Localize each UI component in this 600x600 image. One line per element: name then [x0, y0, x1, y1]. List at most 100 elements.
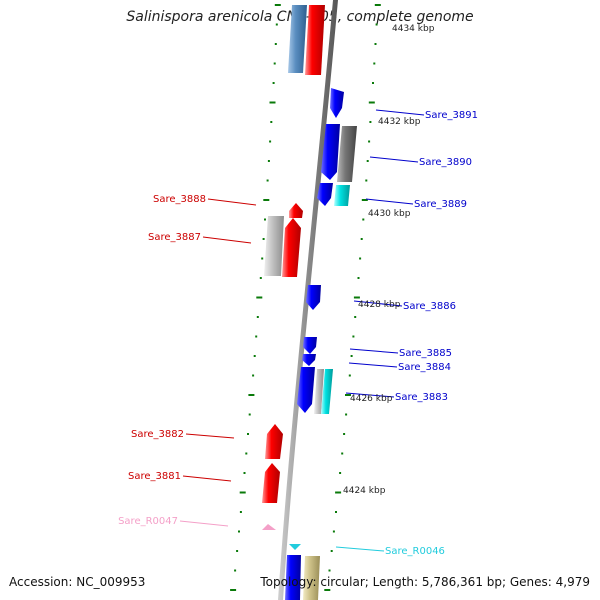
gene-grey-3890[interactable] — [337, 126, 357, 182]
callout-line — [179, 520, 229, 527]
minor-tick — [272, 82, 275, 84]
outer-tick-ring — [230, 4, 281, 591]
gene-sare-3889[interactable] — [317, 183, 333, 206]
minor-tick — [350, 355, 353, 357]
gene-sare-3882[interactable] — [265, 424, 283, 459]
minor-tick — [366, 160, 369, 162]
gene-sare-3891[interactable] — [330, 88, 344, 118]
major-tick — [324, 589, 331, 591]
gene-label[interactable]: Sare_3881 — [128, 471, 181, 482]
minor-tick — [332, 530, 335, 533]
callout-line — [182, 475, 232, 482]
callout-line — [365, 198, 414, 205]
minor-tick — [270, 121, 273, 123]
gene-sare-r0046[interactable] — [289, 544, 301, 550]
callout-line — [185, 433, 235, 439]
gene-sare-3881[interactable] — [262, 463, 280, 503]
major-tick — [368, 101, 375, 104]
minor-tick — [360, 238, 363, 240]
minor-tick — [274, 43, 277, 45]
callout-line — [345, 392, 395, 398]
minor-tick — [365, 179, 368, 182]
minor-tick — [262, 238, 265, 240]
minor-tick — [243, 472, 246, 474]
kbp-label: 4434 kbp — [392, 24, 435, 34]
major-tick — [345, 394, 351, 396]
minor-tick — [352, 335, 355, 338]
inner-tick-ring — [324, 4, 381, 591]
minor-tick — [343, 433, 346, 435]
gene-steel[interactable] — [288, 5, 307, 73]
major-tick — [274, 4, 281, 6]
gene-cyan-3889[interactable] — [334, 185, 350, 206]
gene-blue-bottom[interactable] — [285, 555, 301, 600]
gene-label[interactable]: Sare_3888 — [153, 194, 206, 205]
minor-tick — [255, 335, 258, 338]
callout-line — [369, 156, 419, 163]
gene-label[interactable]: Sare_3891 — [425, 110, 478, 121]
gene-sare-3887[interactable] — [282, 218, 301, 277]
gene-sare-3883[interactable] — [297, 367, 315, 413]
minor-tick — [357, 277, 360, 279]
gene-lgrey-3883[interactable] — [314, 369, 324, 414]
gene-lgrey-3887[interactable] — [264, 216, 284, 276]
callout-line — [375, 109, 425, 116]
major-tick — [239, 491, 246, 494]
gene-sare-3890[interactable] — [321, 124, 340, 180]
gene-red-top[interactable] — [305, 5, 325, 75]
kbp-label: 4424 kbp — [343, 486, 386, 496]
gene-label[interactable]: Sare_R0047 — [118, 516, 178, 527]
gene-label[interactable]: Sare_3889 — [414, 199, 467, 210]
gene-sare-3886[interactable] — [306, 285, 321, 310]
major-tick — [263, 199, 270, 201]
major-tick — [353, 296, 360, 299]
major-tick — [361, 199, 368, 201]
minor-tick — [256, 316, 259, 318]
gene-labels: Sare_3891 Sare_3890 Sare_3889 Sare_3888 Sare… — [118, 110, 478, 557]
accession-label: Accession: NC_009953 — [9, 575, 146, 589]
major-tick — [248, 394, 255, 396]
gene-sare-3885[interactable] — [303, 337, 317, 354]
gene-label[interactable]: Sare_3886 — [403, 301, 456, 312]
callout-lines — [179, 109, 425, 552]
gene-label[interactable]: Sare_3883 — [395, 392, 448, 403]
minor-tick — [253, 355, 256, 357]
minor-tick — [252, 374, 255, 377]
gene-features — [262, 5, 357, 600]
minor-tick — [362, 218, 365, 221]
minor-tick — [236, 550, 239, 552]
gene-label[interactable]: Sare_3890 — [419, 157, 472, 168]
gene-label[interactable]: Sare_3884 — [398, 362, 451, 373]
kbp-label: 4426 kbp — [350, 394, 393, 404]
minor-tick — [341, 452, 344, 455]
minor-tick — [248, 413, 251, 416]
minor-tick — [373, 62, 376, 65]
minor-tick — [354, 316, 357, 318]
genome-summary: Topology: circular; Length: 5,786,361 bp… — [260, 575, 590, 589]
gene-label[interactable]: Sare_3885 — [399, 348, 452, 359]
minor-tick — [328, 569, 331, 572]
minor-tick — [330, 550, 333, 552]
minor-tick — [374, 43, 377, 45]
gene-cyan-3883[interactable] — [321, 369, 333, 414]
minor-tick — [245, 452, 248, 455]
gene-label[interactable]: Sare_3887 — [148, 232, 201, 243]
callout-line — [348, 362, 398, 368]
minor-tick — [369, 121, 372, 123]
callout-line — [353, 300, 403, 307]
gene-label[interactable]: Sare_R0046 — [385, 546, 445, 557]
gene-sare-3888[interactable] — [289, 203, 303, 218]
minor-tick — [266, 179, 269, 182]
minor-tick — [269, 140, 272, 143]
minor-tick — [368, 140, 371, 143]
minor-tick — [273, 62, 276, 65]
gene-sare-3884[interactable] — [302, 354, 316, 366]
major-tick — [269, 101, 276, 104]
gene-olive-bottom[interactable] — [303, 556, 320, 600]
kbp-label: 4430 kbp — [368, 209, 411, 219]
gene-sare-r0047[interactable] — [262, 524, 276, 530]
minor-tick — [275, 23, 278, 26]
minor-tick — [247, 433, 249, 435]
gene-label[interactable]: Sare_3882 — [131, 429, 184, 440]
